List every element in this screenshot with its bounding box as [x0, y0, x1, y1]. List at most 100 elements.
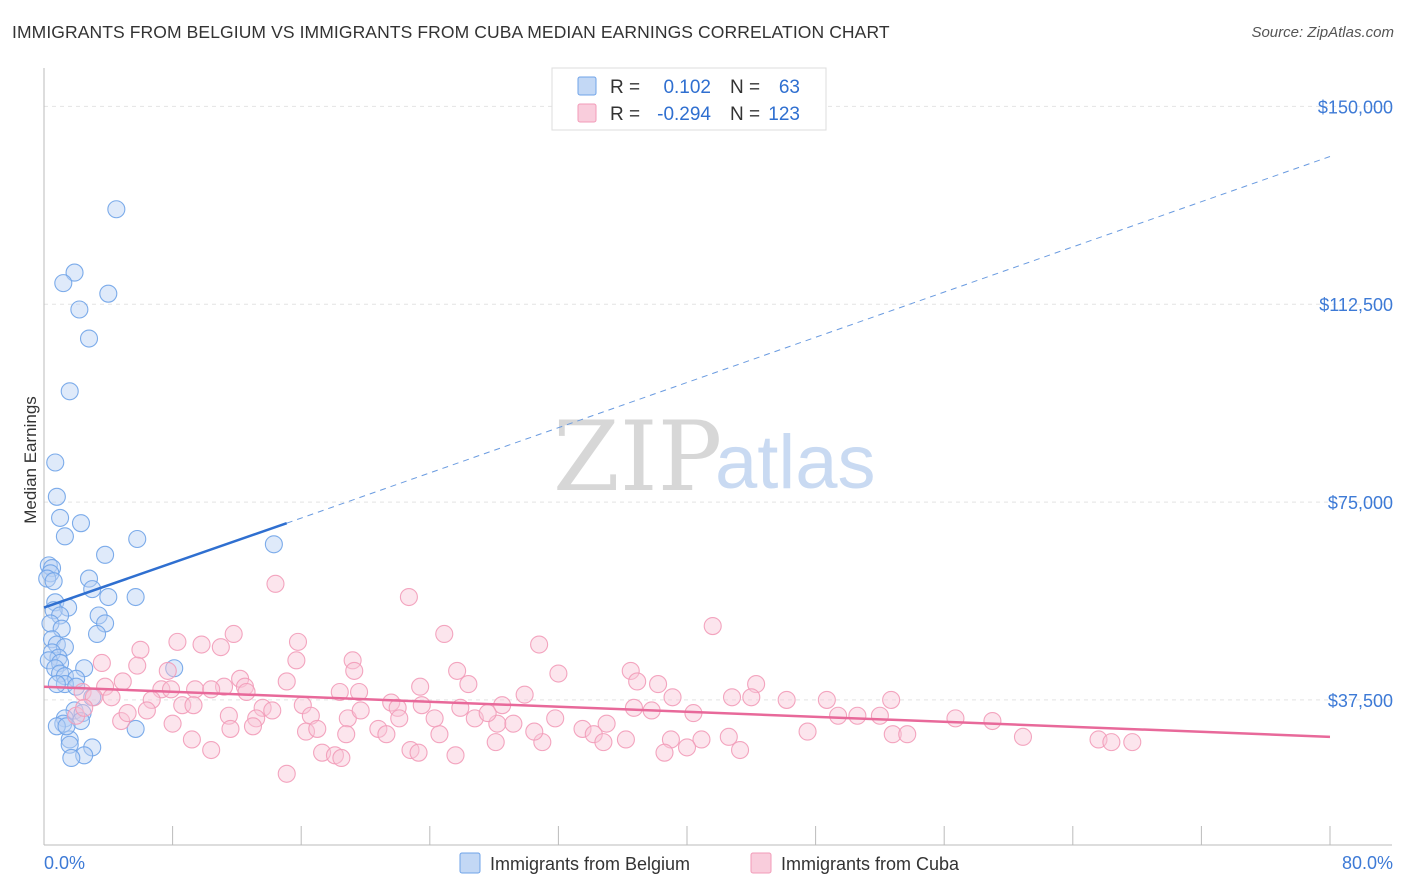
trendline-belgium-extension — [286, 156, 1331, 524]
legend-r-label-belgium: R = — [610, 77, 640, 98]
point-belgium — [46, 453, 65, 472]
point-cuba — [287, 651, 306, 670]
point-cuba — [983, 711, 1002, 731]
point-cuba — [722, 688, 742, 707]
point-cuba — [184, 696, 203, 715]
point-cuba — [719, 727, 738, 746]
point-cuba — [202, 680, 221, 699]
point-cuba — [798, 722, 817, 741]
point-cuba — [168, 632, 187, 651]
legend-swatch-belgium — [577, 76, 597, 96]
y-tick-label: $75,000 — [1328, 493, 1393, 513]
point-cuba — [478, 704, 497, 723]
point-cuba — [703, 617, 722, 636]
point-cuba — [616, 730, 635, 749]
point-cuba — [237, 682, 256, 702]
point-cuba — [525, 722, 544, 741]
point-cuba — [1013, 727, 1033, 746]
point-belgium — [126, 719, 145, 738]
point-cuba — [92, 653, 111, 673]
point-belgium — [264, 535, 283, 554]
point-cuba — [870, 706, 889, 725]
point-belgium — [47, 717, 66, 736]
point-cuba — [131, 640, 150, 659]
point-cuba — [118, 704, 137, 723]
point-cuba — [186, 680, 205, 699]
point-cuba — [409, 743, 428, 762]
watermark: ZIP atlas — [553, 401, 876, 513]
point-cuba — [946, 709, 965, 728]
point-cuba — [75, 698, 94, 717]
point-cuba — [219, 706, 238, 725]
point-cuba — [549, 664, 568, 683]
point-belgium — [44, 572, 63, 591]
point-cuba — [649, 675, 668, 694]
x-tick-label-max: 80.0% — [1342, 853, 1393, 873]
point-cuba — [848, 706, 867, 725]
point-belgium — [55, 527, 74, 546]
point-cuba — [337, 725, 356, 744]
point-belgium — [96, 545, 115, 564]
point-cuba — [263, 701, 282, 720]
y-tick-labels: $37,500 $75,000 $112,500 $150,000 — [1318, 97, 1393, 711]
point-cuba — [597, 714, 616, 733]
point-cuba — [448, 661, 467, 680]
point-cuba — [96, 677, 115, 696]
point-belgium — [54, 274, 73, 293]
y-tick-label: $150,000 — [1318, 97, 1393, 117]
legend-r-value-belgium: 0.102 — [663, 77, 711, 98]
point-cuba — [486, 733, 505, 752]
point-cuba — [308, 719, 327, 738]
point-cuba — [655, 743, 674, 762]
axes — [43, 68, 1392, 846]
point-cuba — [163, 714, 182, 733]
legend-frame — [551, 67, 827, 131]
point-belgium — [126, 587, 145, 607]
point-cuba — [430, 725, 449, 744]
point-belgium — [51, 508, 70, 527]
trendlines — [43, 156, 1331, 739]
point-cuba — [224, 624, 243, 644]
bottom-legend-label-belgium: Immigrants from Belgium — [490, 854, 690, 874]
gridlines — [44, 105, 1392, 701]
point-cuba — [677, 738, 697, 757]
point-belgium — [60, 382, 79, 401]
point-cuba — [661, 730, 680, 749]
series-belgium-points — [38, 200, 283, 767]
point-cuba — [663, 688, 682, 707]
point-cuba — [829, 706, 848, 725]
point-cuba — [624, 698, 644, 717]
point-cuba — [628, 672, 647, 691]
point-cuba — [330, 682, 349, 702]
legend-r-label-cuba: R = — [610, 104, 640, 125]
point-cuba — [1123, 733, 1142, 752]
point-cuba — [399, 587, 418, 607]
legend-n-value-cuba: 123 — [768, 104, 800, 125]
point-cuba — [202, 740, 221, 760]
watermark-atlas: atlas — [715, 420, 876, 505]
point-belgium — [99, 587, 118, 607]
point-cuba — [1102, 733, 1121, 752]
point-cuba — [515, 685, 534, 704]
point-cuba — [504, 714, 523, 733]
legend-swatch-cuba — [577, 103, 597, 123]
point-belgium — [51, 664, 70, 683]
point-cuba — [573, 719, 592, 738]
point-cuba — [288, 632, 308, 651]
point-cuba — [435, 624, 454, 644]
point-belgium — [99, 284, 118, 303]
point-belgium — [128, 529, 147, 549]
point-cuba — [113, 672, 132, 691]
point-cuba — [411, 677, 430, 696]
series-cuba-points — [67, 574, 1142, 783]
point-cuba — [621, 661, 640, 680]
x-ticks — [43, 826, 1331, 845]
bottom-legend-swatch-belgium — [459, 852, 481, 874]
point-cuba — [530, 635, 549, 654]
point-belgium — [62, 748, 81, 767]
legend-r-value-cuba: -0.294 — [657, 104, 711, 125]
point-belgium — [65, 263, 84, 282]
point-cuba — [161, 680, 181, 699]
chart-title: IMMIGRANTS FROM BELGIUM VS IMMIGRANTS FR… — [12, 22, 890, 42]
point-cuba — [390, 709, 409, 728]
